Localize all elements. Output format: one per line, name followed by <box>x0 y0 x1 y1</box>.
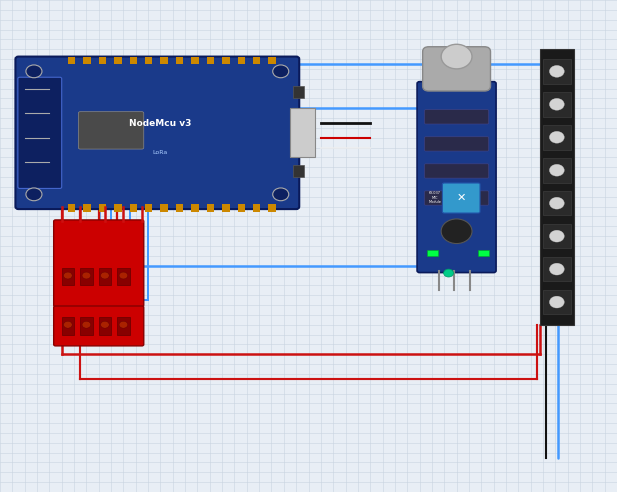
Bar <box>543 224 571 248</box>
Circle shape <box>273 65 289 78</box>
FancyBboxPatch shape <box>290 108 315 157</box>
Bar <box>62 317 74 335</box>
Circle shape <box>441 219 472 244</box>
Text: LoRa: LoRa <box>153 150 168 155</box>
Bar <box>145 204 152 212</box>
Bar <box>543 92 571 117</box>
Bar <box>222 204 230 212</box>
Circle shape <box>119 272 128 279</box>
FancyBboxPatch shape <box>442 183 480 213</box>
Bar <box>130 57 137 64</box>
Bar <box>222 57 230 64</box>
Bar <box>207 204 214 212</box>
Bar <box>540 49 574 325</box>
FancyBboxPatch shape <box>424 137 489 151</box>
Circle shape <box>82 272 91 279</box>
Bar <box>117 268 130 285</box>
Bar <box>191 57 199 64</box>
Circle shape <box>26 65 42 78</box>
Circle shape <box>549 65 564 77</box>
Bar <box>543 125 571 150</box>
Bar <box>543 257 571 281</box>
Circle shape <box>444 269 453 277</box>
Circle shape <box>549 296 564 308</box>
Bar <box>543 290 571 314</box>
Bar <box>293 165 304 177</box>
Bar <box>99 57 106 64</box>
Circle shape <box>549 263 564 275</box>
Bar <box>68 204 75 212</box>
FancyBboxPatch shape <box>54 220 144 307</box>
FancyBboxPatch shape <box>424 164 489 178</box>
Bar <box>543 59 571 84</box>
Bar <box>543 158 571 183</box>
Bar <box>207 57 214 64</box>
Bar <box>543 191 571 215</box>
Circle shape <box>549 164 564 176</box>
FancyBboxPatch shape <box>423 47 491 91</box>
Bar <box>114 57 122 64</box>
Circle shape <box>26 188 42 201</box>
Text: NodeMcu v3: NodeMcu v3 <box>129 119 192 127</box>
FancyBboxPatch shape <box>417 82 496 273</box>
Bar <box>117 317 130 335</box>
Circle shape <box>101 321 109 328</box>
Bar <box>238 204 245 212</box>
Bar <box>99 317 111 335</box>
Text: ✕: ✕ <box>456 193 466 203</box>
Circle shape <box>119 321 128 328</box>
Bar <box>68 57 75 64</box>
Circle shape <box>273 188 289 201</box>
Circle shape <box>441 44 472 69</box>
Bar <box>99 268 111 285</box>
Bar <box>191 204 199 212</box>
FancyBboxPatch shape <box>424 191 489 205</box>
FancyBboxPatch shape <box>78 112 144 149</box>
Bar <box>238 57 245 64</box>
Bar <box>62 268 74 285</box>
Text: KY-037
MIC
Module: KY-037 MIC Module <box>429 191 441 204</box>
Bar <box>268 57 276 64</box>
Bar <box>176 57 183 64</box>
Bar <box>176 204 183 212</box>
Bar <box>80 317 93 335</box>
FancyBboxPatch shape <box>54 306 144 346</box>
Bar <box>80 268 93 285</box>
FancyBboxPatch shape <box>18 77 62 188</box>
Bar <box>293 86 304 98</box>
Bar <box>160 204 168 212</box>
Bar <box>83 204 91 212</box>
Bar <box>253 57 260 64</box>
Bar <box>478 250 489 256</box>
FancyBboxPatch shape <box>424 110 489 124</box>
FancyBboxPatch shape <box>15 57 299 209</box>
Bar <box>99 204 106 212</box>
Circle shape <box>549 98 564 110</box>
Bar <box>130 204 137 212</box>
Bar <box>114 204 122 212</box>
Bar <box>253 204 260 212</box>
Circle shape <box>549 197 564 209</box>
Circle shape <box>549 230 564 242</box>
Bar <box>160 57 168 64</box>
Circle shape <box>82 321 91 328</box>
Bar <box>427 250 438 256</box>
Bar <box>268 204 276 212</box>
Circle shape <box>101 272 109 279</box>
Circle shape <box>64 321 72 328</box>
Bar <box>83 57 91 64</box>
Circle shape <box>549 131 564 143</box>
Circle shape <box>64 272 72 279</box>
Bar <box>145 57 152 64</box>
